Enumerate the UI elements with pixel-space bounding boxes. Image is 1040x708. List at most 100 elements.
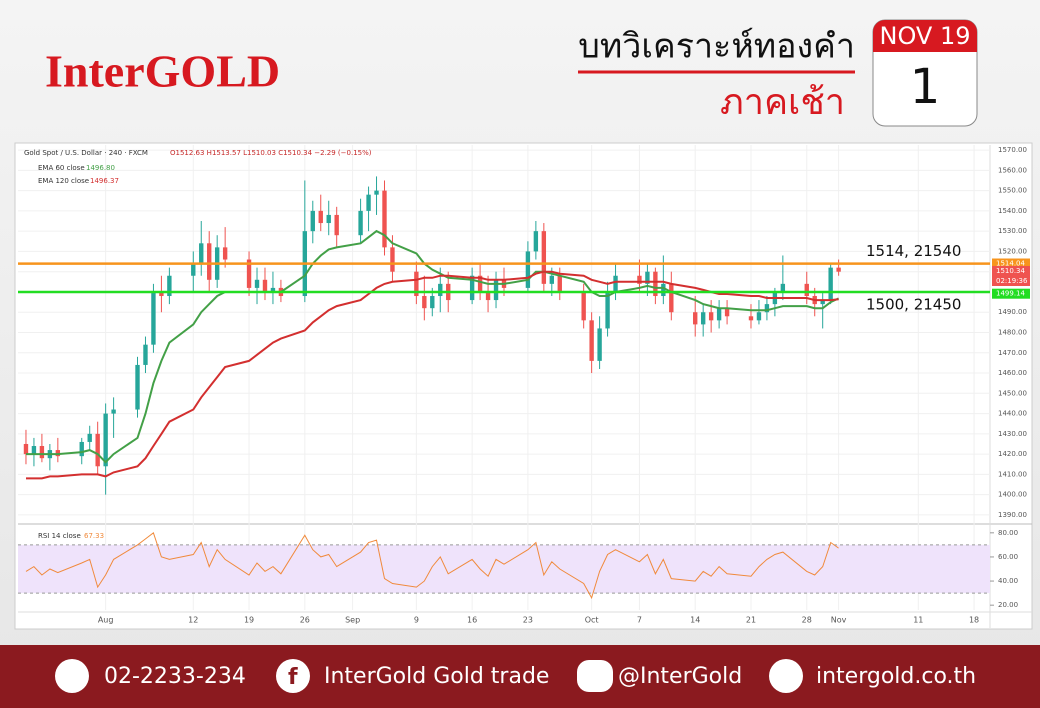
legend-value: 1496.80 [86, 164, 115, 172]
candle-body [254, 279, 260, 288]
candle-body [39, 446, 45, 459]
candle-body [262, 279, 268, 292]
y-tick-label: 1560.00 [998, 166, 1027, 174]
candle-body [485, 291, 491, 301]
candle-body [605, 291, 610, 329]
price-badge-label: 1510.34 [996, 267, 1025, 275]
candle-body [310, 210, 315, 232]
y-tick-label: 1400.00 [998, 491, 1027, 499]
footer-line: @InterGold [618, 664, 742, 689]
y-tick-label: 1430.00 [998, 430, 1027, 438]
candle-body [143, 344, 148, 365]
candle-body [653, 271, 658, 297]
y-tick-label: 1470.00 [998, 349, 1027, 357]
candle-body [111, 409, 116, 414]
calendar-day: 1 [910, 59, 941, 115]
candle-body [318, 210, 323, 224]
candle-body [748, 316, 754, 321]
rsi-tick-label: 40.00 [998, 577, 1018, 585]
candle-body [31, 446, 37, 455]
y-tick-label: 1460.00 [998, 369, 1027, 377]
x-tick-label: 19 [244, 616, 254, 625]
legend-title: Gold Spot / U.S. Dollar · 240 · FXCM [24, 149, 148, 157]
x-tick-label: 23 [523, 616, 533, 625]
x-tick-label: 9 [414, 616, 419, 625]
candle-body [270, 287, 276, 292]
footer-phone: 02-2233-234 [104, 664, 246, 689]
candle-body [438, 283, 443, 297]
chart: Aug 12 19 26 Sep 9 16 23 Oct 7 14 21 28 Nov 11 18 1390.0… [18, 145, 1030, 625]
candle-body [724, 308, 730, 317]
y-tick-label: 1390.00 [998, 511, 1027, 519]
x-tick-label: 28 [802, 616, 812, 625]
footer-facebook: InterGold Gold trade [324, 664, 549, 689]
candle-body [430, 296, 435, 309]
candle-body [414, 271, 419, 297]
candle-body [549, 275, 554, 284]
candle-body [207, 243, 212, 280]
x-tick-label: 12 [188, 616, 198, 625]
candle-body [581, 291, 586, 321]
candle-body [87, 433, 92, 442]
y-tick-label: 1550.00 [998, 187, 1027, 195]
y-tick-label: 1570.00 [998, 146, 1027, 154]
candle-body [167, 275, 172, 297]
candle-body [469, 275, 475, 301]
level-label: 1514, 21540 [866, 242, 961, 260]
candle-body [159, 291, 164, 297]
footer-bar [0, 645, 1040, 708]
legend-value: 1496.37 [90, 177, 119, 185]
y-tick-label: 1450.00 [998, 389, 1027, 397]
rsi-line [25, 531, 839, 600]
countdown: 02:19:36 [996, 277, 1028, 285]
x-tick-label: 18 [969, 616, 979, 625]
candle-body [390, 247, 395, 272]
candle-body [700, 312, 706, 325]
y-tick-label: 1480.00 [998, 329, 1027, 337]
y-tick-label: 1540.00 [998, 207, 1027, 215]
y-tick-label: 1530.00 [998, 227, 1027, 235]
candle-body [804, 283, 809, 297]
candle-body [358, 210, 363, 236]
candle-body [557, 275, 562, 292]
x-tick-label: Nov [831, 616, 847, 625]
candle-body [661, 283, 666, 297]
x-tick-label: Sep [345, 616, 360, 625]
candle-body [79, 441, 84, 457]
subtitle: ภาคเช้า [720, 82, 845, 123]
price-badge [992, 288, 1030, 299]
candle-body [693, 312, 698, 325]
candle-body [422, 296, 427, 309]
price-badge-label: 1514.04 [996, 260, 1025, 268]
candle-body [645, 271, 650, 284]
candle-body [191, 263, 196, 276]
rsi-legend: RSI 14 close [38, 532, 81, 540]
y-tick-label: 1410.00 [998, 470, 1027, 478]
rsi-band [18, 544, 990, 594]
candle-body [669, 283, 674, 313]
candle-body [637, 275, 642, 284]
price-badge [992, 258, 1030, 269]
price-badge [992, 266, 1030, 276]
candle-body [597, 328, 602, 361]
level-label: 1500, 21450 [866, 295, 961, 313]
ema-line [26, 229, 840, 464]
candle-body [151, 291, 156, 345]
facebook-icon [276, 659, 310, 693]
rsi-tick-label: 80.00 [998, 529, 1018, 537]
candle-body [764, 304, 770, 313]
facebook-glyph: f [288, 665, 298, 690]
candle-body [95, 433, 100, 467]
candle-body [222, 247, 228, 260]
title: บทวิเคราะห์ทองคำ [578, 27, 855, 67]
candle-body [366, 194, 371, 211]
candle-body [135, 364, 140, 410]
footer-website: intergold.co.th [816, 664, 976, 689]
candle-body [541, 231, 547, 284]
x-tick-label: 21 [746, 616, 756, 625]
candle-body [780, 283, 786, 292]
x-tick-label: 16 [467, 616, 477, 625]
y-tick-label: 1490.00 [998, 308, 1027, 316]
